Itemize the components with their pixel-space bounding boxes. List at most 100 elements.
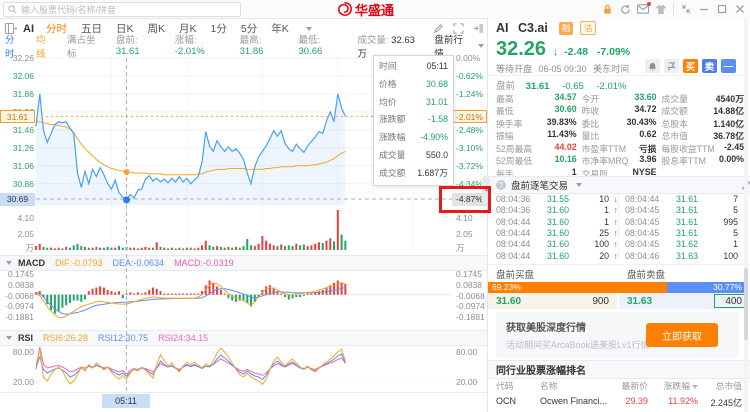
mail-icon[interactable] — [635, 1, 651, 17]
minimize-button[interactable] — [696, 1, 712, 17]
peers-col-header[interactable]: 最新价 — [621, 381, 648, 391]
quote-stats-grid: 最高 34.57 今开 33.60 成交量 4540万 最低 30.60 昨收 34.72 成交额 1… — [496, 92, 744, 180]
tab-月K[interactable]: 月K — [179, 23, 197, 35]
toggle-分时[interactable]: 分时 — [5, 35, 15, 60]
maximize-button[interactable] — [714, 1, 730, 17]
tick-up-arrow-icon: ↑ — [613, 216, 618, 227]
peers-col-header[interactable]: 名称 — [540, 381, 558, 391]
watchlist-flag-button[interactable] — [664, 59, 679, 73]
tab-五日[interactable]: 五日 — [81, 23, 102, 35]
mail-badge-dot — [647, 2, 651, 6]
tick-price: 31.61 — [675, 205, 698, 216]
lock-icon[interactable] — [599, 1, 615, 17]
more-periods-caret-icon[interactable] — [305, 26, 312, 31]
tick-price: 31.60 — [546, 205, 569, 216]
tick-size: 25 — [599, 227, 609, 238]
peers-col-header[interactable]: 涨跌幅 — [654, 379, 698, 392]
fullscreen-icon[interactable] — [453, 23, 464, 34]
alert-bell-button[interactable] — [645, 59, 660, 73]
scrollbar-track[interactable] — [744, 18, 748, 412]
premarket-row: 盘前 31.61 -0.65 -2.01% — [496, 78, 626, 92]
tick-trades-header: ? 盘前逐笔交易 — [488, 176, 750, 194]
stats-value: 10.16 — [554, 154, 577, 165]
collapse-panel-icon[interactable] — [473, 23, 484, 34]
premarket-bid-label: 盘前买盘 — [496, 270, 535, 281]
stats-label: 总股本 — [661, 118, 688, 129]
peers-cell: 29.39 — [625, 396, 648, 406]
tab-周K[interactable]: 周K — [147, 23, 166, 35]
tick-trade-row[interactable]: 08:04:36 31.60 1 ↑ — [496, 205, 618, 216]
tick-trade-row[interactable]: 08:04:36 31.55 10 ↓ — [496, 194, 618, 205]
theme-skin-icon[interactable] — [653, 1, 669, 17]
tooltip-value: 30.68 — [425, 78, 448, 89]
sell-button[interactable]: 卖 — [702, 59, 717, 73]
ask-quote-cell[interactable]: 31.63 400 — [619, 293, 746, 309]
chart-mode-dropdown[interactable]: 盘前行情 — [434, 35, 463, 60]
stats-cell: 每股收益TTM -2.45 — [661, 142, 744, 155]
collapse-window-icon[interactable] — [678, 1, 694, 17]
tooltip-row: 成交量 550.0 — [379, 147, 448, 165]
tab-日K[interactable]: 日K — [116, 23, 134, 35]
tick-trade-row[interactable]: 08:04:44 31.60 20 ↑ — [496, 251, 618, 262]
stats-value: 4540万 — [715, 93, 744, 104]
info-stat-value: 31.86 — [239, 46, 264, 57]
tick-time: 08:04:44 — [496, 216, 531, 227]
stats-cell: 交易所 NYSE — [582, 167, 657, 180]
tick-size: 1 — [604, 205, 609, 216]
buy-ratio-segment: 69.23% — [488, 282, 667, 293]
brand-name: 华盛通 — [355, 2, 395, 18]
rsi-collapse-caret-icon[interactable] — [6, 336, 12, 340]
promo-desc: 活动期间买ArcaBook送美股Lv1行情 — [506, 340, 650, 350]
peers-col-header[interactable]: 代码 — [496, 381, 514, 391]
chart-mode-caret-icon[interactable] — [478, 44, 485, 48]
tooltip-row: 涨跌幅 -4.90% — [379, 129, 448, 147]
tick-trade-row[interactable]: 08:04:44 31.60 1 ↑ — [496, 217, 618, 228]
tab-年K[interactable]: 年K — [271, 23, 289, 35]
last-price: 32.26 — [496, 38, 547, 60]
toggle-满占坐标[interactable]: 满占坐标 — [66, 35, 96, 60]
sidebar-toggle-icon[interactable] — [5, 23, 17, 34]
tooltip-value: 550.0 — [425, 149, 448, 160]
more-trade-button[interactable]: — — [721, 59, 736, 73]
stock-search-input[interactable]: 输入股票代码/名称/拼音 — [3, 2, 241, 17]
tooltip-label: 成交额 — [379, 167, 406, 178]
info-stat: 最高: 31.86 — [240, 32, 286, 60]
peers-col-header[interactable]: 总市值 — [715, 381, 742, 391]
expand-ticks-icon[interactable] — [742, 180, 750, 190]
close-button[interactable] — [732, 1, 748, 17]
stats-value: 11.43% — [547, 129, 577, 140]
buy-button[interactable]: 买 — [683, 59, 698, 73]
tab-5分[interactable]: 5分 — [240, 23, 258, 35]
macd-macd-value: MACD:-0.0319 — [174, 258, 234, 268]
tab-1分[interactable]: 1分 — [210, 23, 227, 35]
tooltip-row: 时间 05:11 — [379, 58, 448, 76]
panel-divider-handle[interactable]: ◂ — [482, 176, 490, 204]
draw-pencil-icon[interactable] — [433, 23, 444, 34]
stats-label: 股息率TTM — [661, 156, 706, 167]
tick-price: 31.60 — [546, 227, 569, 238]
scrollbar-thumb[interactable] — [744, 268, 748, 340]
toggle-均线[interactable]: 均线 — [35, 35, 46, 60]
stats-value: 30.43% — [626, 116, 657, 127]
peers-row[interactable]: OCN Ocwen Financi... 29.39 11.92% 2.245亿 — [488, 396, 746, 412]
tick-size: 5 — [733, 227, 738, 238]
chart-period-tabs: AI 分时 五日 日K 周K 月K 1分 5分 年K — [0, 20, 492, 37]
tick-trade-row[interactable]: 08:04:44 31.60 100 ↑ — [496, 239, 618, 250]
tick-trade-row[interactable]: 08:04:44 31.60 25 ↑ — [496, 228, 618, 239]
promo-get-button[interactable]: 立即获取 — [646, 323, 718, 347]
macd-collapse-caret-icon[interactable] — [6, 261, 12, 265]
bid-quote-cell[interactable]: 31.60 900 — [488, 293, 617, 309]
tick-trades-caret-icon[interactable] — [576, 183, 583, 187]
help-icon[interactable]: ? — [496, 180, 506, 190]
refresh-icon[interactable] — [617, 1, 633, 17]
tab-分时[interactable]: 分时 — [46, 23, 67, 35]
ask-size: 400 — [725, 295, 742, 307]
search-icon — [8, 5, 17, 14]
tick-size: 10 — [599, 194, 609, 204]
